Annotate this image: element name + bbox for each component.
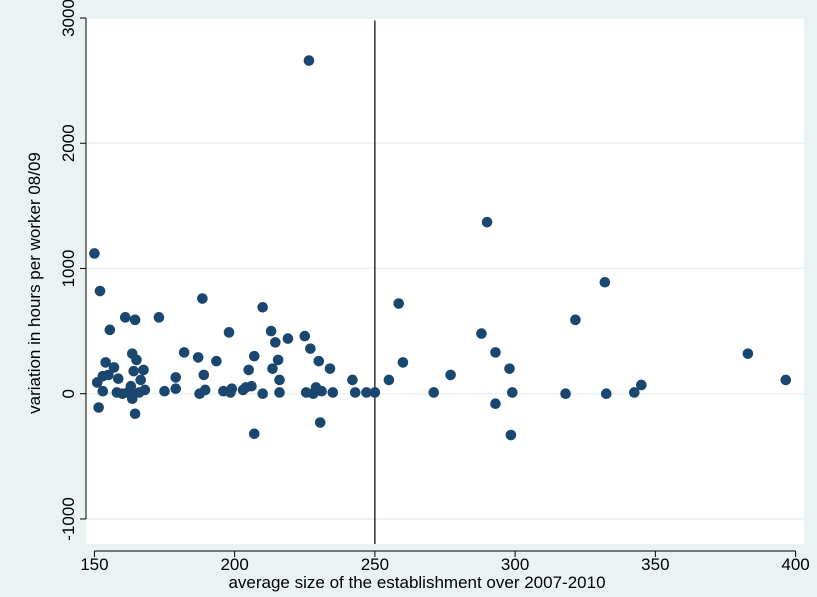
data-point [313,355,325,367]
data-point [504,363,515,374]
data-point [600,388,612,400]
y-tick-label: 3000 [59,0,78,37]
data-point [369,387,381,398]
data-point [629,387,640,398]
data-point [100,357,111,368]
data-point [89,248,100,259]
data-point [476,328,487,339]
data-point [393,298,405,309]
data-point [248,428,260,440]
data-point [129,408,141,420]
data-point [305,343,316,354]
x-tick-label: 350 [641,555,669,574]
data-point [428,387,440,398]
data-point [135,374,146,386]
data-point [112,373,124,384]
data-point [265,325,277,337]
data-point [349,387,361,398]
data-point [226,383,238,395]
data-point [153,312,165,323]
data-point [272,354,284,366]
data-point [138,364,149,376]
x-tick-label: 150 [80,555,108,574]
data-point [246,380,257,392]
data-point [192,352,204,363]
y-tick-label: 0 [59,389,78,398]
y-axis-title: variation in hours per worker 08/09 [25,152,44,414]
x-tick-label: 400 [781,555,809,574]
data-point [129,314,141,326]
x-tick-label: 250 [361,555,389,574]
data-point [445,369,456,381]
data-point [198,369,210,381]
data-point [257,388,268,400]
data-point [128,365,139,377]
data-point [178,347,190,358]
plot-area [86,18,804,544]
data-point [199,384,211,396]
data-point [507,387,518,398]
data-point [361,387,372,398]
data-point [599,276,611,288]
data-point [139,384,151,396]
data-point [505,429,517,441]
data-point [327,387,339,398]
data-point [267,363,278,374]
data-point [104,324,116,336]
data-point [324,363,336,374]
data-point [119,312,131,323]
data-point [93,402,104,413]
y-tick-label: -1000 [59,497,78,540]
data-point [159,385,170,397]
data-point [211,355,222,367]
x-tick-label: 200 [220,555,248,574]
data-point [299,330,311,342]
data-point [347,374,358,386]
y-tick-label: 1000 [59,250,78,288]
data-point [274,374,285,386]
data-point [481,216,493,228]
data-point [282,333,294,344]
data-point [170,372,182,383]
data-point [303,55,315,66]
data-point [274,387,285,398]
data-point [97,385,109,397]
data-point [490,398,501,410]
data-point [108,362,120,373]
data-point [94,285,106,297]
data-point [131,354,142,366]
data-point [103,369,114,381]
data-point [570,314,581,326]
data-point [383,374,395,386]
data-point [490,347,501,358]
data-point [742,348,754,359]
y-tick-label: 2000 [59,124,78,162]
data-point [197,293,208,304]
data-point [257,302,268,313]
data-point [560,388,571,400]
data-point [223,327,235,338]
x-axis-title: average size of the establishment over 2… [228,573,605,592]
data-point [170,383,182,395]
data-point [780,374,792,386]
data-point [243,364,254,376]
data-point [248,350,260,362]
data-point [636,379,647,391]
data-point [270,337,281,348]
data-point [397,357,409,368]
data-point [314,417,326,428]
data-point [316,385,327,397]
x-tick-label: 300 [501,555,529,574]
